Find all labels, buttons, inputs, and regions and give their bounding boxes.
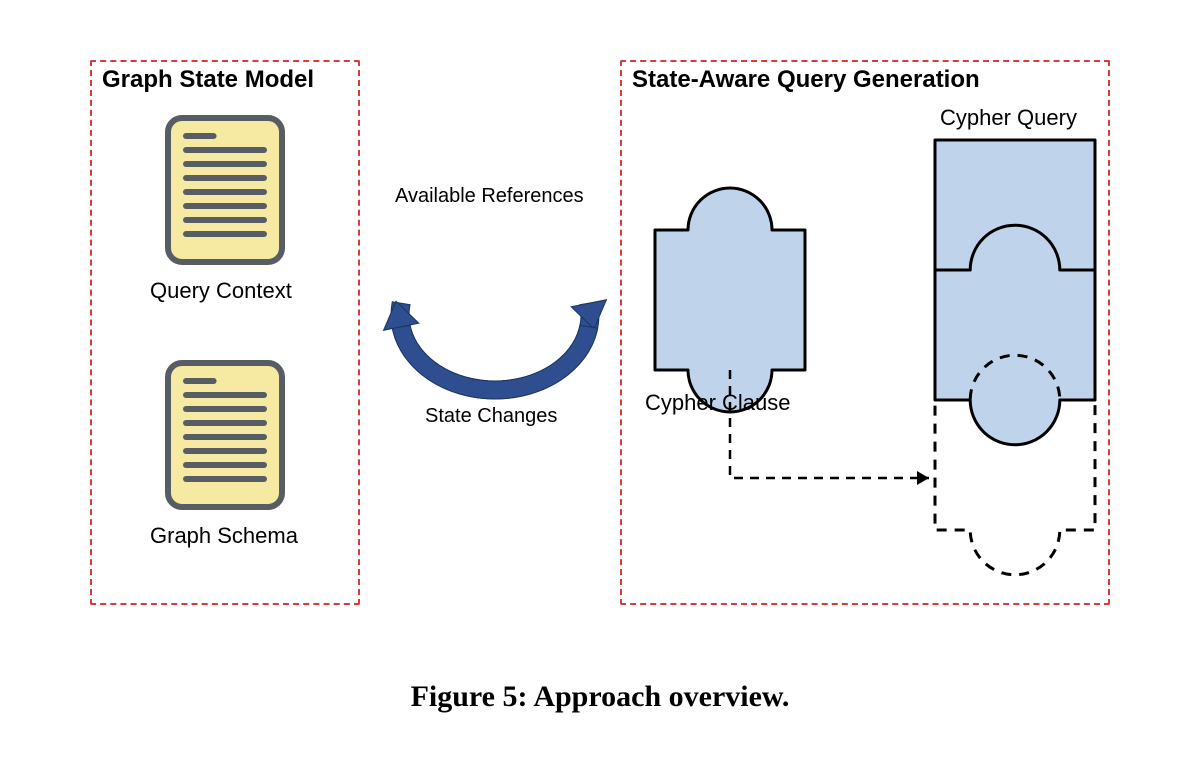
diagram-root: Graph State Model Query Context Graph Sc…: [90, 60, 1110, 620]
query-context-label: Query Context: [150, 278, 292, 304]
figure-caption: Figure 5: Approach overview.: [0, 680, 1200, 714]
puzzle-pieces-icon: [635, 100, 1115, 620]
state-aware-title: State-Aware Query Generation: [632, 66, 980, 94]
cypher-clause-label: Cypher Clause: [645, 390, 791, 416]
state-changes-label: State Changes: [425, 405, 557, 428]
document-icon: [165, 115, 285, 265]
graph-schema-label: Graph Schema: [150, 523, 298, 549]
cycle-arrows-icon: [375, 215, 615, 415]
graph-state-model-title: Graph State Model: [102, 66, 314, 94]
available-references-label: Available References: [395, 185, 584, 208]
document-icon: [165, 360, 285, 510]
